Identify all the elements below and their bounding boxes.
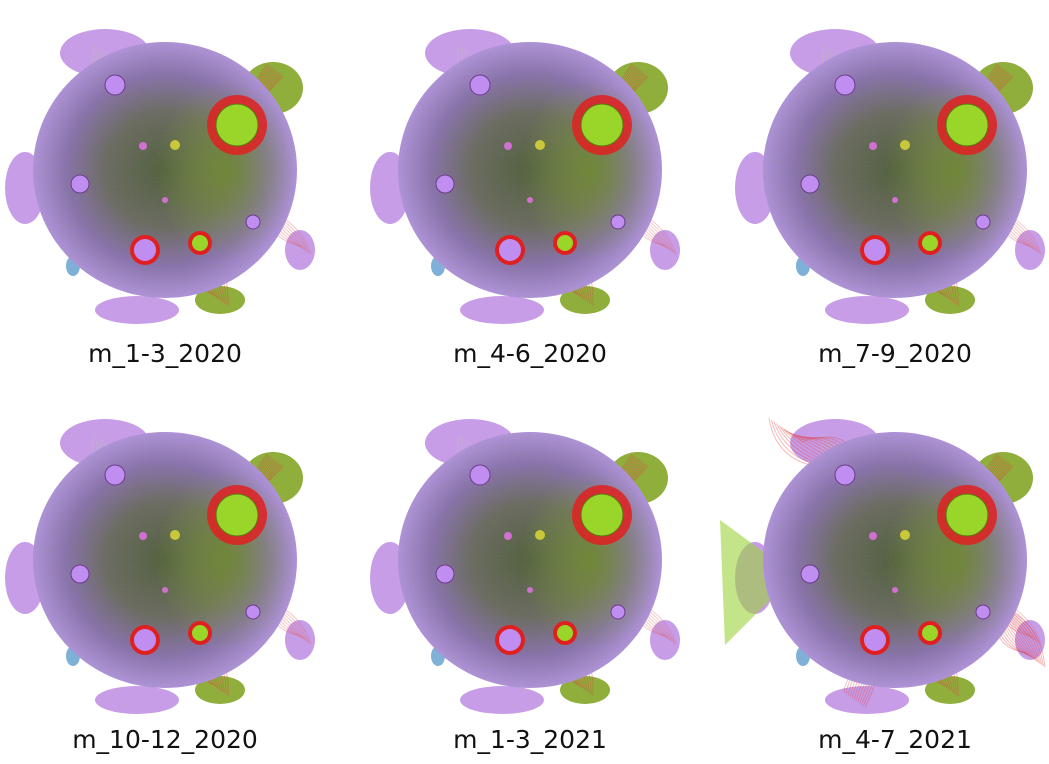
hub [581, 104, 623, 146]
hub [581, 494, 623, 536]
node [504, 142, 512, 150]
node [499, 239, 521, 261]
node [864, 629, 886, 651]
hub [946, 104, 988, 146]
node [892, 587, 898, 593]
node [504, 532, 512, 540]
node [869, 142, 877, 150]
cluster [460, 296, 544, 324]
network-panel [5, 29, 315, 324]
panel-caption: m_1-3_2020 [88, 339, 242, 368]
panel-caption: m_10-12_2020 [72, 725, 258, 754]
cluster [95, 296, 179, 324]
node [139, 532, 147, 540]
network-panel [735, 29, 1045, 324]
node [976, 605, 990, 619]
core-texture [33, 432, 297, 688]
hub [216, 104, 258, 146]
cluster [825, 296, 909, 324]
node [71, 565, 89, 583]
core-texture [763, 432, 1027, 688]
core-texture [33, 42, 297, 298]
node [470, 465, 490, 485]
node [557, 625, 573, 641]
core-texture [398, 42, 662, 298]
node [436, 175, 454, 193]
panel-caption: m_4-6_2020 [453, 339, 607, 368]
node [246, 605, 260, 619]
node [611, 605, 625, 619]
core-texture [398, 432, 662, 688]
node [976, 215, 990, 229]
node [900, 140, 910, 150]
node [134, 239, 156, 261]
node [527, 197, 533, 203]
node [134, 629, 156, 651]
node [527, 587, 533, 593]
node [170, 530, 180, 540]
node [105, 465, 125, 485]
node [801, 565, 819, 583]
node [192, 235, 208, 251]
figure: m_1-3_2020 m_4-6_2020 m_7-9_2020 m_10-12_20… [0, 0, 1049, 764]
cluster [95, 686, 179, 714]
hub [216, 494, 258, 536]
node [557, 235, 573, 251]
core-texture [763, 42, 1027, 298]
node [162, 587, 168, 593]
node [801, 175, 819, 193]
panel-caption: m_1-3_2021 [453, 725, 607, 754]
node [170, 140, 180, 150]
node [105, 75, 125, 95]
node [864, 239, 886, 261]
node [900, 530, 910, 540]
node [246, 215, 260, 229]
node [139, 142, 147, 150]
node [892, 197, 898, 203]
hub [946, 494, 988, 536]
page: {"panels": [ {"label": "m_1-3_2020"}, {"… [0, 0, 1049, 764]
node [535, 530, 545, 540]
node [162, 197, 168, 203]
panel-caption: m_7-9_2020 [818, 339, 972, 368]
panel-caption: m_4-7_2021 [818, 725, 972, 754]
node [535, 140, 545, 150]
node [869, 532, 877, 540]
node [192, 625, 208, 641]
node [499, 629, 521, 651]
node [835, 465, 855, 485]
node [835, 75, 855, 95]
node [922, 625, 938, 641]
network-panel [370, 419, 680, 714]
node [71, 175, 89, 193]
node [470, 75, 490, 95]
node [611, 215, 625, 229]
cluster [460, 686, 544, 714]
node [436, 565, 454, 583]
network-panel [5, 419, 315, 714]
network-panel [720, 418, 1045, 714]
network-panel [370, 29, 680, 324]
node [922, 235, 938, 251]
